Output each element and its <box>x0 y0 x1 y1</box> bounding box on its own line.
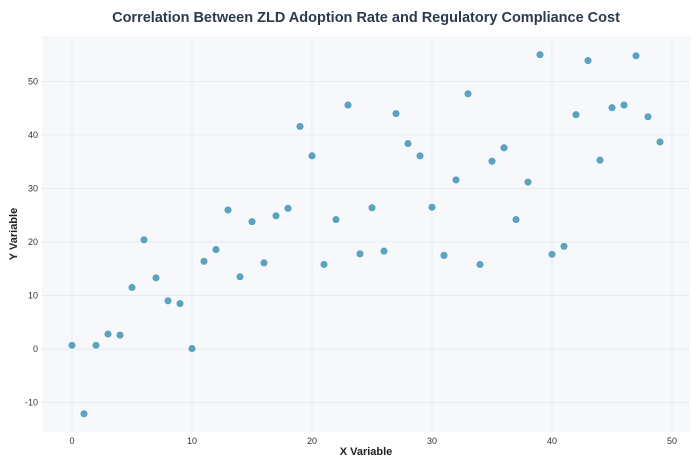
scatter-point <box>571 110 581 120</box>
scatter-point <box>451 175 461 185</box>
scatter-point <box>139 235 149 245</box>
scatter-point <box>499 143 509 153</box>
scatter-point <box>523 177 533 187</box>
scatter-point <box>331 215 341 224</box>
scatter-point <box>79 409 89 419</box>
scatter-point <box>415 151 425 161</box>
scatter-point <box>487 156 497 166</box>
scatter-point <box>91 340 101 350</box>
scatter-point <box>379 246 389 256</box>
x-tick-label: 30 <box>427 436 437 446</box>
scatter-point <box>631 51 641 61</box>
scatter-point <box>547 249 557 259</box>
scatter-point <box>607 103 617 113</box>
scatter-point <box>619 100 629 110</box>
scatter-point <box>403 139 413 148</box>
y-tick-label: 0 <box>33 344 38 354</box>
x-tick-label: 0 <box>69 436 74 446</box>
scatter-point <box>391 109 401 118</box>
y-tick-label: 10 <box>28 291 38 301</box>
grid-lines <box>42 36 690 432</box>
scatter-point <box>643 112 653 122</box>
tick-labels: 0 10 20 30 40 50 -10 0 10 20 30 40 50 <box>25 76 677 446</box>
scatter-point <box>427 202 437 212</box>
scatter-point <box>559 241 569 251</box>
scatter-point <box>199 256 209 266</box>
scatter-point <box>511 215 521 224</box>
scatter-point <box>151 273 161 283</box>
scatter-point <box>475 260 485 269</box>
scatter-point <box>655 137 665 147</box>
scatter-point <box>463 89 473 99</box>
x-axis-label: X Variable <box>340 446 393 458</box>
scatter-point <box>307 151 317 161</box>
x-tick-label: 40 <box>547 436 557 446</box>
scatter-point <box>163 296 173 306</box>
scatter-point <box>367 203 377 213</box>
scatter-point <box>595 155 605 165</box>
y-tick-label: -10 <box>25 398 38 408</box>
scatter-point <box>103 329 113 339</box>
scatter-point <box>319 260 329 269</box>
scatter-point <box>355 249 365 259</box>
plot-area <box>42 36 690 432</box>
scatter-point <box>115 330 125 340</box>
scatter-point <box>535 50 545 60</box>
scatter-point <box>175 299 185 308</box>
y-tick-label: 40 <box>28 130 38 140</box>
scatter-point <box>235 272 245 282</box>
scatter-point <box>223 205 233 215</box>
y-tick-label: 50 <box>28 76 38 86</box>
scatter-point <box>247 217 257 227</box>
x-tick-label: 50 <box>667 436 677 446</box>
scatter-point <box>283 203 293 213</box>
y-tick-label: 20 <box>28 237 38 247</box>
scatter-point <box>343 100 353 110</box>
y-axis-label: Y Variable <box>8 208 20 260</box>
y-tick-label: 30 <box>28 184 38 194</box>
chart-title: Correlation Between ZLD Adoption Rate an… <box>112 10 620 26</box>
scatter-point <box>439 251 449 260</box>
scatter-point <box>295 122 305 131</box>
x-tick-label: 20 <box>307 436 317 446</box>
scatter-point <box>211 245 221 254</box>
scatter-point <box>271 211 281 221</box>
x-tick-label: 10 <box>187 436 197 446</box>
scatter-point <box>259 258 269 268</box>
scatter-point <box>583 56 593 66</box>
scatter-point <box>67 340 77 350</box>
data-points <box>67 50 665 419</box>
scatter-point <box>127 283 137 292</box>
scatter-point <box>187 344 197 353</box>
